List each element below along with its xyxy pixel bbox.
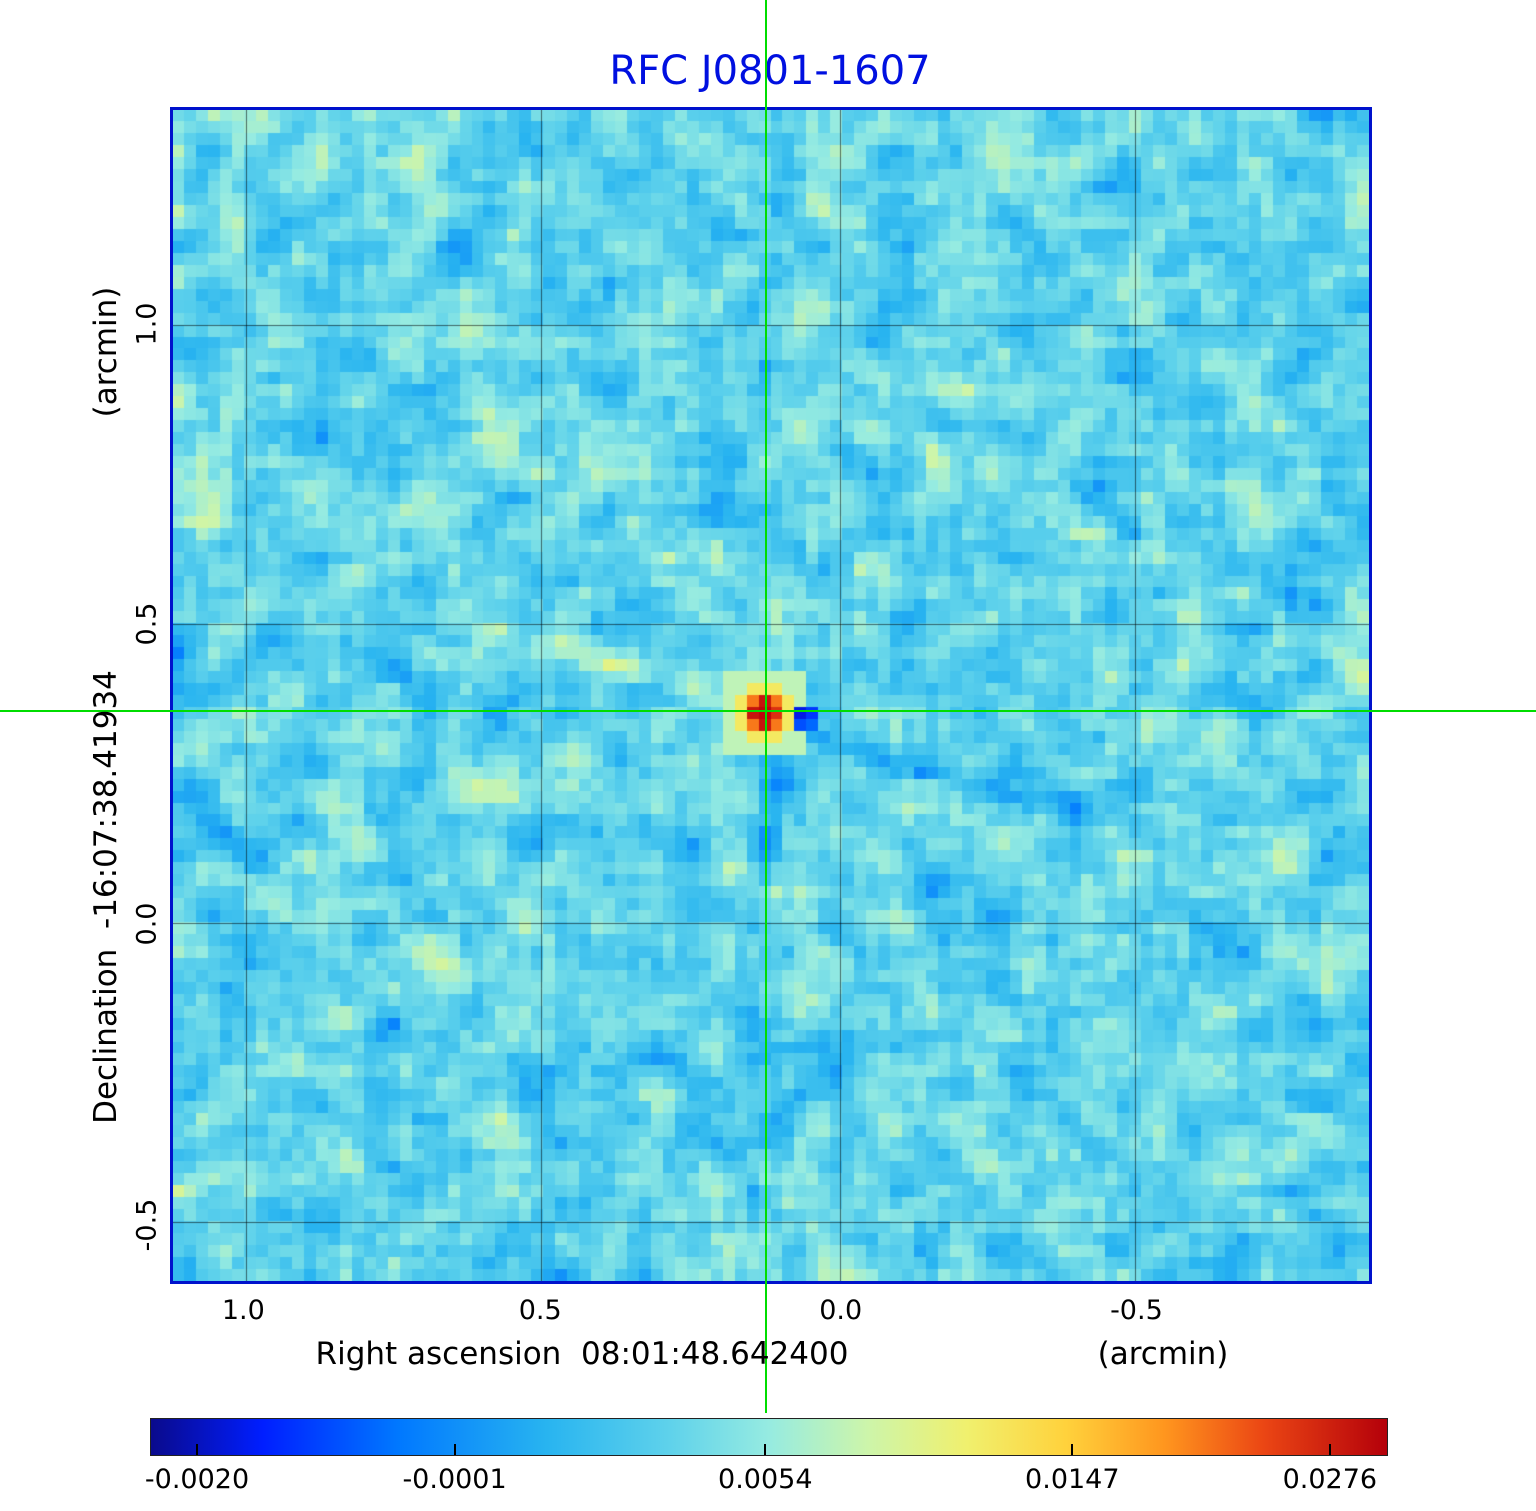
colorbar-tick-label: 0.0054: [718, 1464, 813, 1495]
chart-title: RFC J0801-1607: [609, 48, 931, 94]
y-axis-label: Declination -16:07:38.41934: [88, 670, 124, 1124]
colorbar-tick-label: 0.0276: [1282, 1464, 1378, 1495]
y-tick-label: -0.5: [131, 1198, 163, 1252]
crosshair-vertical-line: [765, 0, 767, 1413]
plot-area: [170, 107, 1372, 1284]
x-tick-label: -0.5: [1110, 1295, 1163, 1326]
colorbar-tick-label: 0.0147: [1025, 1464, 1120, 1495]
y-tick-label: 0.0: [131, 902, 163, 946]
crosshair-horizontal-line: [0, 710, 1536, 712]
heatmap-canvas: [173, 110, 1369, 1281]
x-tick-label: 0.0: [819, 1295, 863, 1326]
colorbar-tick-mark: [764, 1444, 767, 1455]
y-tick-label: 0.5: [131, 602, 163, 646]
colorbar-tick-label: -0.0001: [402, 1464, 507, 1495]
colorbar-tick-mark: [1328, 1444, 1331, 1455]
colorbar-tick-label: -0.0020: [144, 1464, 250, 1495]
y-tick-label: 1.0: [131, 302, 163, 346]
x-tick-label: 0.5: [518, 1295, 562, 1326]
y-axis-unit: (arcmin): [88, 286, 124, 418]
colorbar: [150, 1418, 1388, 1456]
colorbar-tick-mark: [196, 1444, 199, 1455]
x-tick-label: 1.0: [221, 1295, 265, 1326]
x-axis-label: Right ascension 08:01:48.642400: [315, 1336, 849, 1372]
colorbar-tick-mark: [453, 1444, 456, 1455]
x-axis-unit: (arcmin): [1097, 1336, 1229, 1372]
colorbar-tick-mark: [1071, 1444, 1074, 1455]
